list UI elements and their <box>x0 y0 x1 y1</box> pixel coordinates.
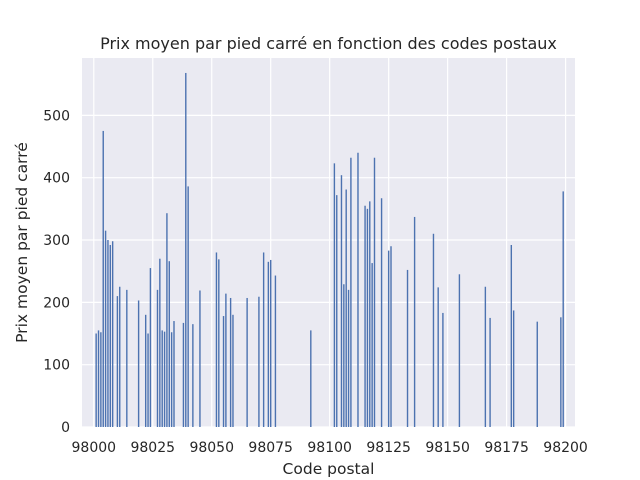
bar <box>119 286 121 427</box>
bar <box>364 205 366 427</box>
bar <box>458 274 461 427</box>
bar <box>442 312 444 427</box>
bar <box>413 216 416 427</box>
x-axis-title: Code postal <box>283 460 375 478</box>
bar <box>510 244 513 427</box>
bar <box>100 332 102 427</box>
bar <box>489 317 491 427</box>
bar <box>258 296 260 427</box>
y-tick-label: 500 <box>43 108 70 124</box>
x-tick-label: 98125 <box>366 440 411 456</box>
bar <box>406 269 409 427</box>
x-tick-label: 98150 <box>425 440 470 456</box>
bar <box>107 240 109 427</box>
bar <box>350 157 352 427</box>
bar <box>432 233 435 427</box>
bar <box>267 261 270 427</box>
bar <box>199 290 201 427</box>
bar <box>390 246 392 427</box>
bar <box>116 296 119 427</box>
plot-area <box>82 58 575 427</box>
bar <box>159 258 161 427</box>
bar <box>340 175 343 427</box>
bar <box>168 261 170 427</box>
bar <box>357 152 359 428</box>
y-axis-ticks: 0 100 200 300 400 500 <box>43 108 70 436</box>
bar <box>166 213 168 427</box>
bar <box>262 252 265 427</box>
bar <box>185 72 187 427</box>
x-tick-label: 98100 <box>307 440 352 456</box>
bar <box>126 289 128 427</box>
bar <box>144 314 147 427</box>
bar <box>371 263 373 427</box>
bar <box>437 287 439 427</box>
bar <box>173 321 175 427</box>
bar <box>163 331 166 427</box>
bar <box>137 300 140 427</box>
bar <box>369 201 371 427</box>
y-axis-title: Prix moyen par pied carré <box>13 142 31 343</box>
bar <box>345 189 347 427</box>
bar <box>347 289 350 427</box>
bar <box>333 163 336 427</box>
bar <box>562 191 564 427</box>
bar <box>225 293 227 427</box>
bar <box>161 330 163 427</box>
bar <box>310 330 312 427</box>
bar <box>246 297 248 427</box>
bar <box>149 268 152 427</box>
bar <box>336 195 338 427</box>
bar <box>192 324 194 427</box>
y-tick-label: 400 <box>43 171 70 187</box>
bar <box>218 259 220 427</box>
x-axis-ticks: 98000 98025 98050 98075 98100 98125 98150 98175… <box>72 440 588 456</box>
x-tick-label: 98000 <box>72 440 117 456</box>
y-tick-label: 200 <box>43 295 70 311</box>
x-tick-label: 98075 <box>248 440 293 456</box>
bar <box>95 333 97 427</box>
bar <box>104 230 107 427</box>
grid-lines <box>82 58 575 428</box>
bar <box>274 275 277 427</box>
bar <box>215 252 218 427</box>
y-tick-label: 100 <box>43 358 70 374</box>
bar <box>387 250 390 427</box>
bar-series <box>95 72 564 428</box>
bar <box>270 259 272 427</box>
bar <box>109 244 112 427</box>
bar <box>187 186 189 427</box>
bar <box>156 289 159 427</box>
bar <box>560 317 562 427</box>
bar <box>484 286 487 427</box>
bar <box>229 297 232 427</box>
bar <box>343 284 345 427</box>
bar <box>97 330 100 427</box>
chart-title: Prix moyen par pied carré en fonction de… <box>100 34 557 53</box>
x-tick-label: 98175 <box>484 440 529 456</box>
bar <box>222 316 225 427</box>
bar <box>147 333 149 427</box>
bar <box>373 157 376 427</box>
x-tick-label: 98050 <box>189 440 234 456</box>
bar <box>232 314 234 427</box>
bar <box>182 322 185 427</box>
bar <box>170 332 173 427</box>
bar <box>102 130 104 427</box>
bar <box>512 310 515 427</box>
y-tick-label: 300 <box>43 233 70 249</box>
bar <box>111 241 114 427</box>
y-tick-label: 0 <box>61 420 70 436</box>
x-tick-label: 98025 <box>130 440 175 456</box>
x-tick-label: 98200 <box>543 440 588 456</box>
bar <box>366 208 369 427</box>
bar <box>536 321 538 427</box>
bar <box>380 198 383 427</box>
